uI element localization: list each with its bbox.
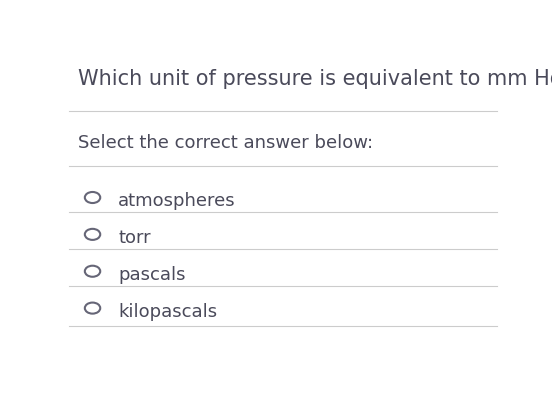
Text: atmospheres: atmospheres (118, 192, 236, 210)
Text: pascals: pascals (118, 266, 185, 284)
Text: kilopascals: kilopascals (118, 303, 217, 321)
Text: Which unit of pressure is equivalent to mm Hg?: Which unit of pressure is equivalent to … (77, 69, 552, 89)
Text: torr: torr (118, 229, 151, 247)
Text: Select the correct answer below:: Select the correct answer below: (77, 134, 373, 152)
